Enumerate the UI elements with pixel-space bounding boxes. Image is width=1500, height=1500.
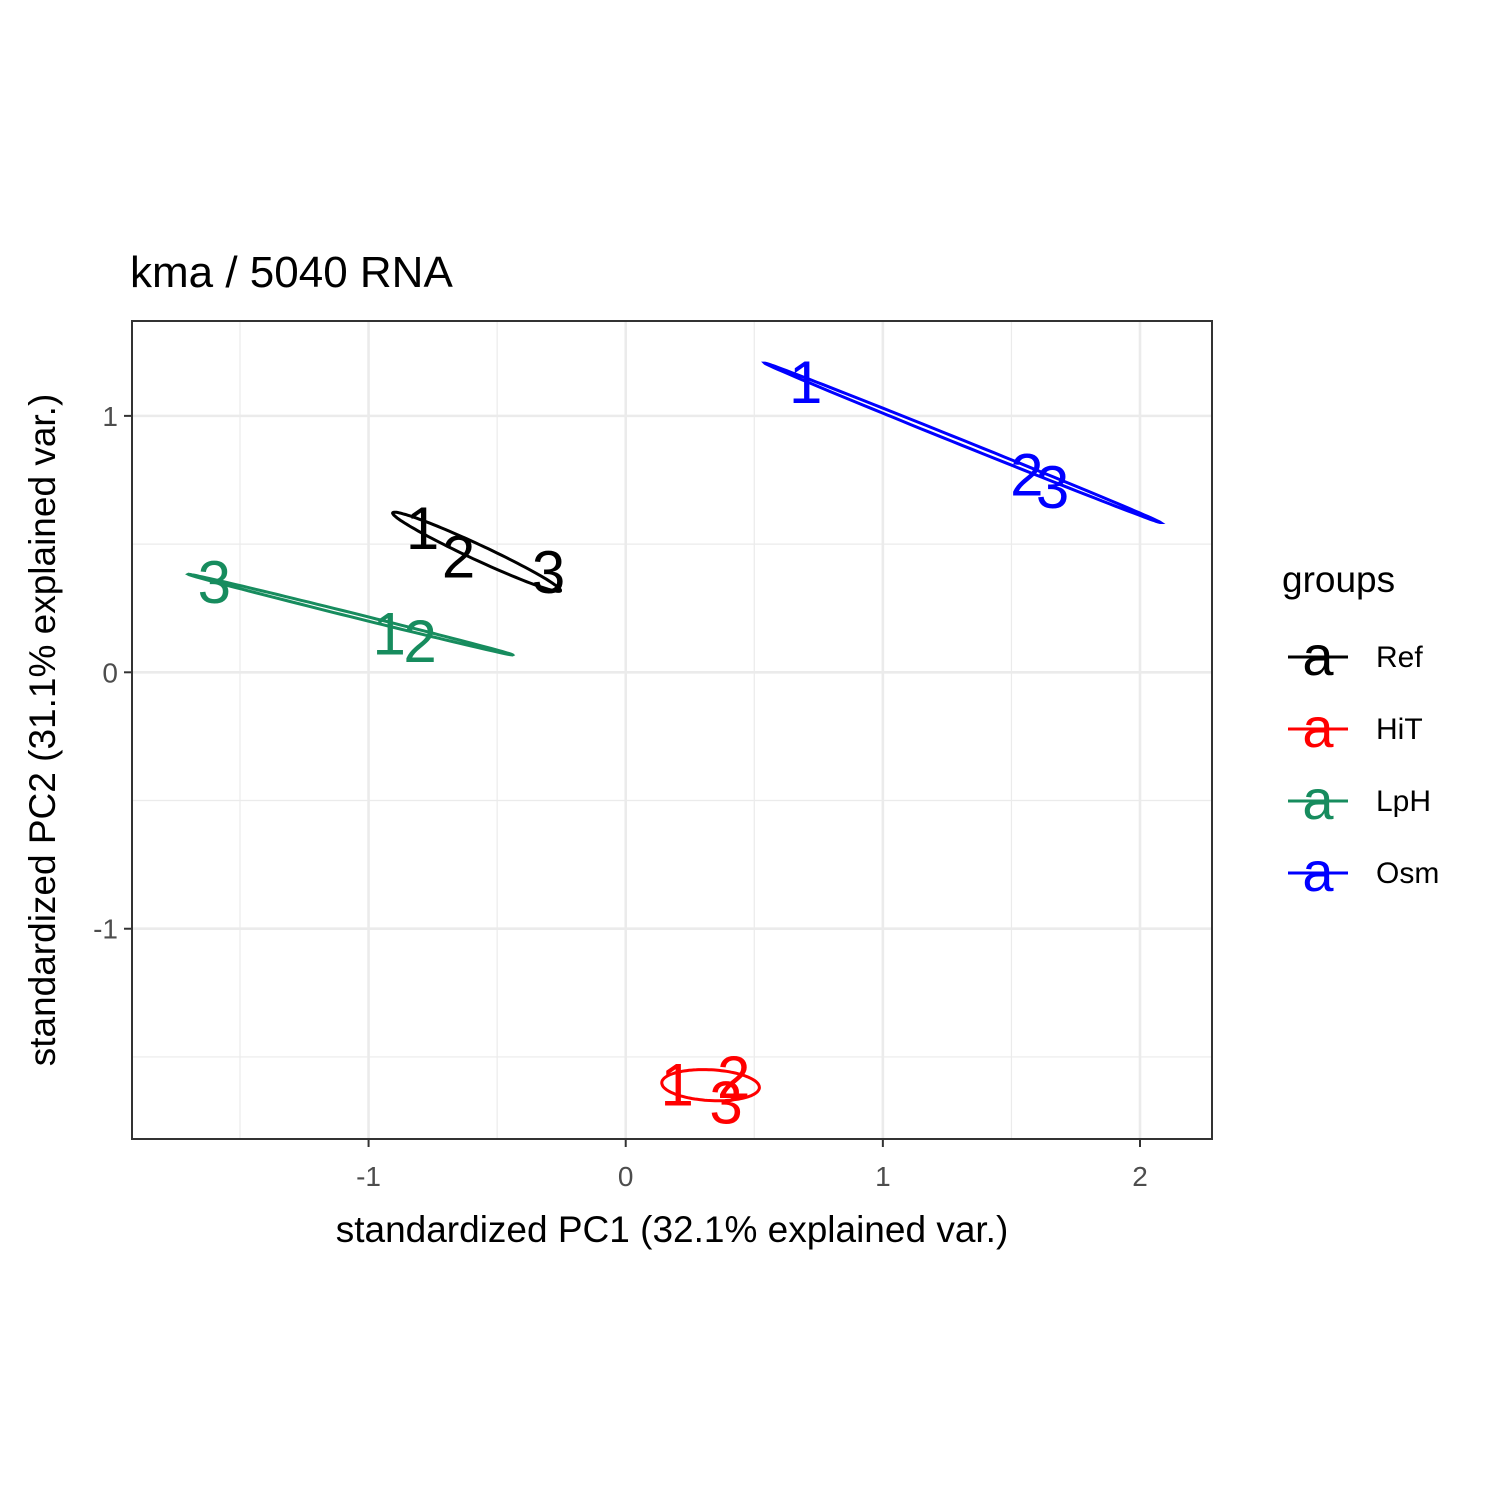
x-tick-label: 2	[1132, 1161, 1148, 1192]
legend-key-glyph: a	[1302, 696, 1334, 759]
plot-panel-border	[131, 320, 1213, 1140]
x-tick-label: 0	[618, 1161, 634, 1192]
chart-title: kma / 5040 RNA	[130, 248, 453, 297]
legend-key-glyph: a	[1302, 768, 1334, 831]
legend: groups a Ref a HiT a LpH a Osm	[1282, 559, 1439, 903]
legend-key-glyph: a	[1302, 840, 1334, 903]
point-label-osm-1: 1	[789, 349, 822, 416]
legend-label: LpH	[1376, 785, 1431, 818]
major-grid	[132, 321, 1212, 1139]
legend-item-osm: a Osm	[1288, 840, 1439, 903]
point-label-osm-2: 2	[1010, 441, 1043, 508]
group-ellipses	[185, 361, 1166, 1103]
x-axis-title: standardized PC1 (32.1% explained var.)	[336, 1209, 1009, 1250]
point-label-lph-3: 3	[198, 549, 231, 616]
point-label-lph-2: 2	[403, 608, 436, 675]
legend-title: groups	[1282, 559, 1395, 600]
x-tick-label: 1	[875, 1161, 891, 1192]
point-label-osm-3: 3	[1036, 454, 1069, 521]
legend-label: Osm	[1376, 857, 1439, 890]
point-label-hit-1: 1	[660, 1052, 693, 1119]
y-tick-label: 1	[102, 401, 118, 432]
point-label-ref-2: 2	[442, 523, 475, 590]
x-axis-ticks: -1 0 1 2	[356, 1139, 1148, 1192]
x-tick-label: -1	[356, 1161, 381, 1192]
y-axis-ticks: -1 0 1	[93, 401, 132, 945]
legend-item-ref: a Ref	[1288, 624, 1423, 687]
ellipse-osm	[761, 361, 1166, 524]
plot-panel	[132, 321, 1212, 1139]
ellipse-ref	[391, 510, 562, 593]
legend-item-lph: a LpH	[1288, 768, 1431, 831]
legend-label: HiT	[1376, 713, 1423, 746]
legend-item-hit: a HiT	[1288, 696, 1423, 759]
y-tick-label: -1	[93, 914, 118, 945]
point-label-ref-3: 3	[532, 539, 565, 606]
legend-label: Ref	[1376, 641, 1423, 674]
point-label-lph-1: 1	[372, 600, 405, 667]
ellipse-lph	[185, 572, 516, 657]
legend-key-glyph: a	[1302, 624, 1334, 687]
y-axis-title: standardized PC2 (31.1% explained var.)	[22, 394, 63, 1067]
ellipse-hit	[660, 1068, 761, 1103]
minor-grid	[132, 321, 1212, 1139]
point-label-hit-2: 2	[717, 1044, 750, 1111]
point-label-hit-3: 3	[709, 1070, 742, 1137]
legend-items: a Ref a HiT a LpH a Osm	[1288, 624, 1439, 903]
point-label-ref-1: 1	[406, 495, 439, 562]
y-tick-label: 0	[102, 657, 118, 688]
